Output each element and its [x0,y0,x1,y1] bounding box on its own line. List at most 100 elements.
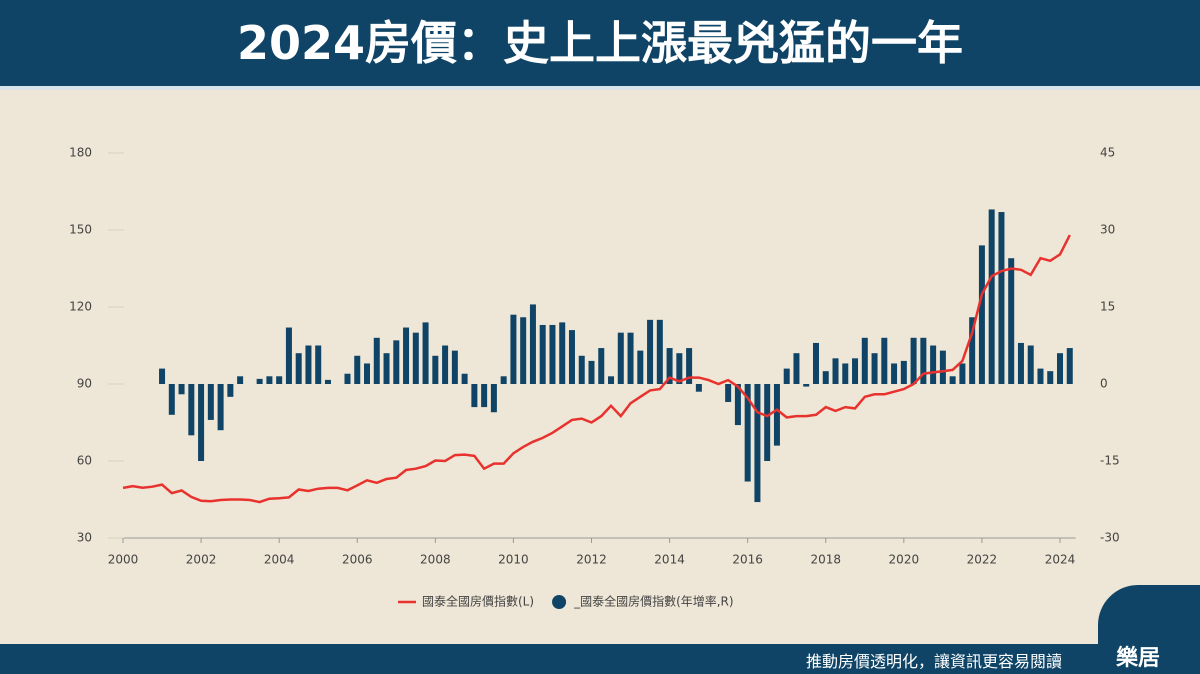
y-tick-label: 150 [69,223,92,237]
bar [383,353,390,384]
bar [471,384,478,408]
bar [881,337,888,384]
x-tick-label: 2000 [108,553,139,567]
bar [686,348,693,384]
bar [432,355,439,384]
header-bar [0,0,1200,90]
logo-badge [1098,585,1200,674]
x-tick-label: 2020 [889,553,920,567]
bar [198,384,205,461]
bar [842,363,849,384]
y2-tick-label: 45 [1100,146,1115,160]
bar [734,384,741,426]
bar [529,304,536,384]
bar [1047,371,1054,384]
bar [695,384,702,392]
y-tick-label: 30 [77,531,92,545]
bar [900,360,907,384]
bar [207,384,214,420]
bar [451,350,458,384]
bar [910,337,917,384]
y2-tick-label: 15 [1100,300,1115,314]
y-tick-label: 180 [69,146,92,160]
bar [481,384,488,408]
chart: 30 60 90 120 150 180 -30 -15 0 15 30 45 2000 2002 2004… [69,146,1120,609]
bar [852,358,859,384]
bar [744,384,751,482]
bar [598,348,605,384]
bar [637,350,644,384]
bar [510,314,517,384]
bar [822,371,829,384]
bar [237,376,244,384]
bar [978,245,985,384]
bar [949,376,956,384]
bar [656,319,663,384]
bar [832,358,839,384]
bar [793,353,800,384]
y2-tick-label: -15 [1100,454,1120,468]
bar [285,327,292,384]
bar [217,384,224,431]
y-tick-label: 120 [69,300,92,314]
bar [764,384,771,461]
bar [295,353,302,384]
bar [861,337,868,384]
bar [344,373,351,384]
bar [998,212,1005,384]
x-tick-label: 2024 [1045,553,1076,567]
bar [920,337,927,384]
y-tick-label: 60 [77,454,92,468]
x-tick-label: 2022 [967,553,998,567]
bar [969,317,976,384]
bar [364,363,371,384]
bar [1057,353,1063,384]
bar [354,355,361,384]
bar [930,345,937,384]
bar [393,340,400,384]
x-tick-label: 2008 [420,553,451,567]
bar [627,332,634,384]
bar [1027,345,1034,384]
bar [891,363,898,384]
page-title: 2024房價：史上上漲最兇猛的一年 [236,16,964,70]
x-tick-label: 2004 [264,553,295,567]
bar [568,330,575,384]
bar [539,324,546,384]
bar [803,384,810,387]
bar [578,355,585,384]
legend-label: 國泰全國房價指數(L) [422,594,534,609]
bar [227,384,234,397]
bar [783,368,790,384]
footer-bar [0,644,1200,674]
bar [676,353,683,384]
bar [324,379,331,384]
bar [754,384,761,503]
bar [159,368,166,384]
x-tick-label: 2018 [810,553,841,567]
bar [178,384,185,395]
bar [608,376,615,384]
bar [666,348,673,384]
bar [988,209,995,384]
bar [871,353,878,384]
bar [373,337,380,384]
x-tick-label: 2014 [654,553,685,567]
bar [500,376,507,384]
bar [168,384,175,415]
x-tick-label: 2016 [732,553,763,567]
bar [617,332,624,384]
logo-text: 樂居 [1116,646,1161,671]
bar [647,319,654,384]
bar [588,360,595,384]
bar [1037,368,1044,384]
bar [725,384,732,402]
y-tick-label: 90 [77,377,92,391]
bar [422,322,429,384]
bar [812,342,819,384]
bar [959,363,966,384]
bar [1008,258,1015,384]
bar [276,376,283,384]
bar [520,317,527,384]
